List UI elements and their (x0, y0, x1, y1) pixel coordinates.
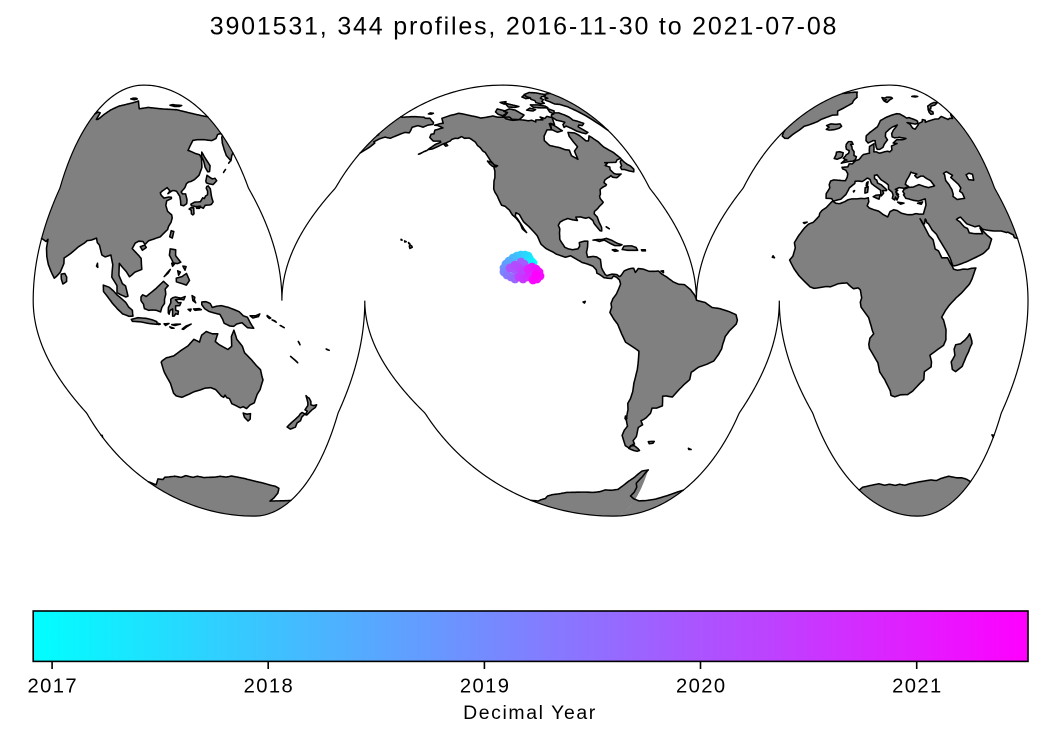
svg-text:2018: 2018 (244, 675, 295, 697)
svg-text:3901531, 344 profiles, 2016-11: 3901531, 344 profiles, 2016-11-30 to 202… (210, 13, 839, 41)
svg-text:2020: 2020 (676, 675, 727, 697)
svg-text:2019: 2019 (460, 675, 511, 697)
svg-text:2017: 2017 (28, 675, 79, 697)
svg-text:Decimal Year: Decimal Year (463, 702, 597, 724)
svg-text:2021: 2021 (892, 675, 943, 697)
